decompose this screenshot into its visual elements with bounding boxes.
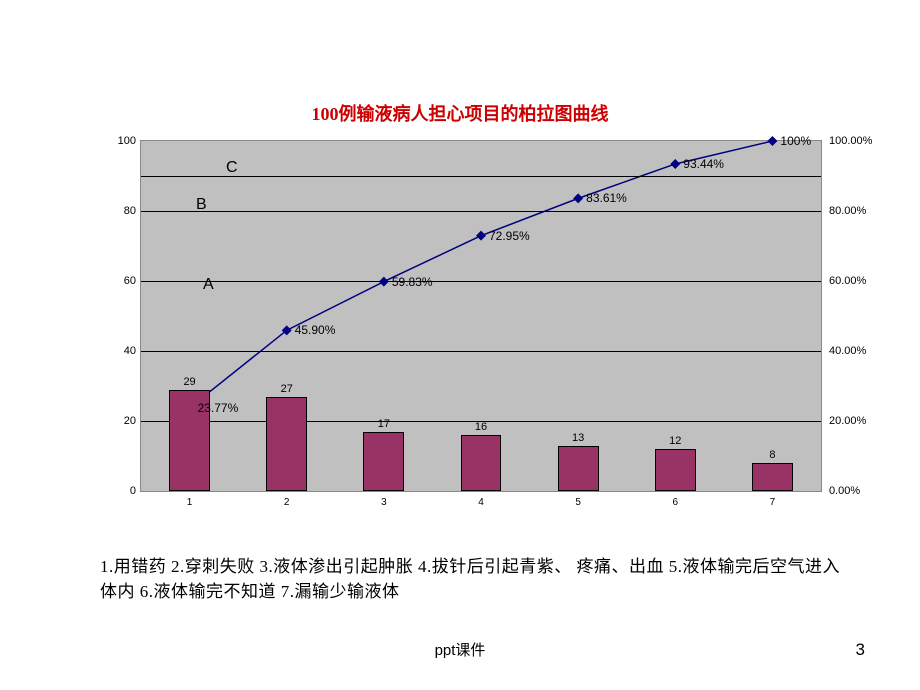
y-left-tick: 100 bbox=[101, 135, 136, 147]
bar bbox=[461, 435, 502, 491]
category-legend-text: 1.用错药 2.穿刺失败 3.液体渗出引起肿胀 4.拔针后引起青紫、 疼痛、出血… bbox=[100, 555, 840, 604]
y-right-tick: 0.00% bbox=[829, 485, 889, 497]
gridline bbox=[141, 281, 821, 282]
y-left-tick: 60 bbox=[101, 275, 136, 287]
bar-value-label: 27 bbox=[267, 383, 307, 395]
x-tick-label: 1 bbox=[170, 497, 210, 508]
zone-label-a: A bbox=[203, 276, 214, 294]
footer-label: ppt课件 bbox=[0, 639, 920, 660]
y-left-tick: 20 bbox=[101, 415, 136, 427]
slide: 100例输液病人担心项目的柏拉图曲线 00.00%2020.00%4040.00… bbox=[0, 0, 920, 690]
bar bbox=[266, 397, 307, 492]
cumulative-pct-label: 23.77% bbox=[198, 401, 239, 415]
cumulative-pct-label: 59.83% bbox=[392, 275, 433, 289]
y-right-tick: 100.00% bbox=[829, 135, 889, 147]
x-tick-label: 4 bbox=[461, 497, 501, 508]
cumulative-pct-label: 72.95% bbox=[489, 229, 530, 243]
bar bbox=[752, 463, 793, 491]
bar-value-label: 17 bbox=[364, 418, 404, 430]
x-tick-label: 2 bbox=[267, 497, 307, 508]
cumulative-pct-label: 45.90% bbox=[295, 323, 336, 337]
bar-value-label: 13 bbox=[558, 432, 598, 444]
x-tick-label: 3 bbox=[364, 497, 404, 508]
y-left-tick: 80 bbox=[101, 205, 136, 217]
bar-value-label: 16 bbox=[461, 421, 501, 433]
plot-area: 00.00%2020.00%4040.00%6060.00%8080.00%10… bbox=[140, 140, 822, 492]
cumulative-pct-label: 83.61% bbox=[586, 191, 627, 205]
pareto-chart: 00.00%2020.00%4040.00%6060.00%8080.00%10… bbox=[100, 130, 860, 510]
x-tick-label: 6 bbox=[655, 497, 695, 508]
cumulative-pct-label: 100% bbox=[780, 134, 811, 148]
y-right-tick: 80.00% bbox=[829, 205, 889, 217]
bar-value-label: 29 bbox=[170, 376, 210, 388]
x-tick-label: 5 bbox=[558, 497, 598, 508]
page-number: 3 bbox=[856, 640, 865, 660]
bar-value-label: 8 bbox=[752, 449, 792, 461]
zone-label-c: C bbox=[226, 159, 238, 177]
zone-reference-line bbox=[141, 176, 821, 177]
gridline bbox=[141, 351, 821, 352]
y-left-tick: 0 bbox=[101, 485, 136, 497]
bar bbox=[363, 432, 404, 492]
y-left-tick: 40 bbox=[101, 345, 136, 357]
cumulative-pct-label: 93.44% bbox=[683, 157, 724, 171]
bar bbox=[558, 446, 599, 492]
bar-value-label: 12 bbox=[655, 435, 695, 447]
y-right-tick: 20.00% bbox=[829, 415, 889, 427]
zone-label-b: B bbox=[196, 196, 207, 214]
chart-title: 100例输液病人担心项目的柏拉图曲线 bbox=[0, 100, 920, 126]
bar bbox=[655, 449, 696, 491]
x-tick-label: 7 bbox=[752, 497, 792, 508]
y-right-tick: 60.00% bbox=[829, 275, 889, 287]
y-right-tick: 40.00% bbox=[829, 345, 889, 357]
zone-reference-line bbox=[141, 211, 821, 212]
